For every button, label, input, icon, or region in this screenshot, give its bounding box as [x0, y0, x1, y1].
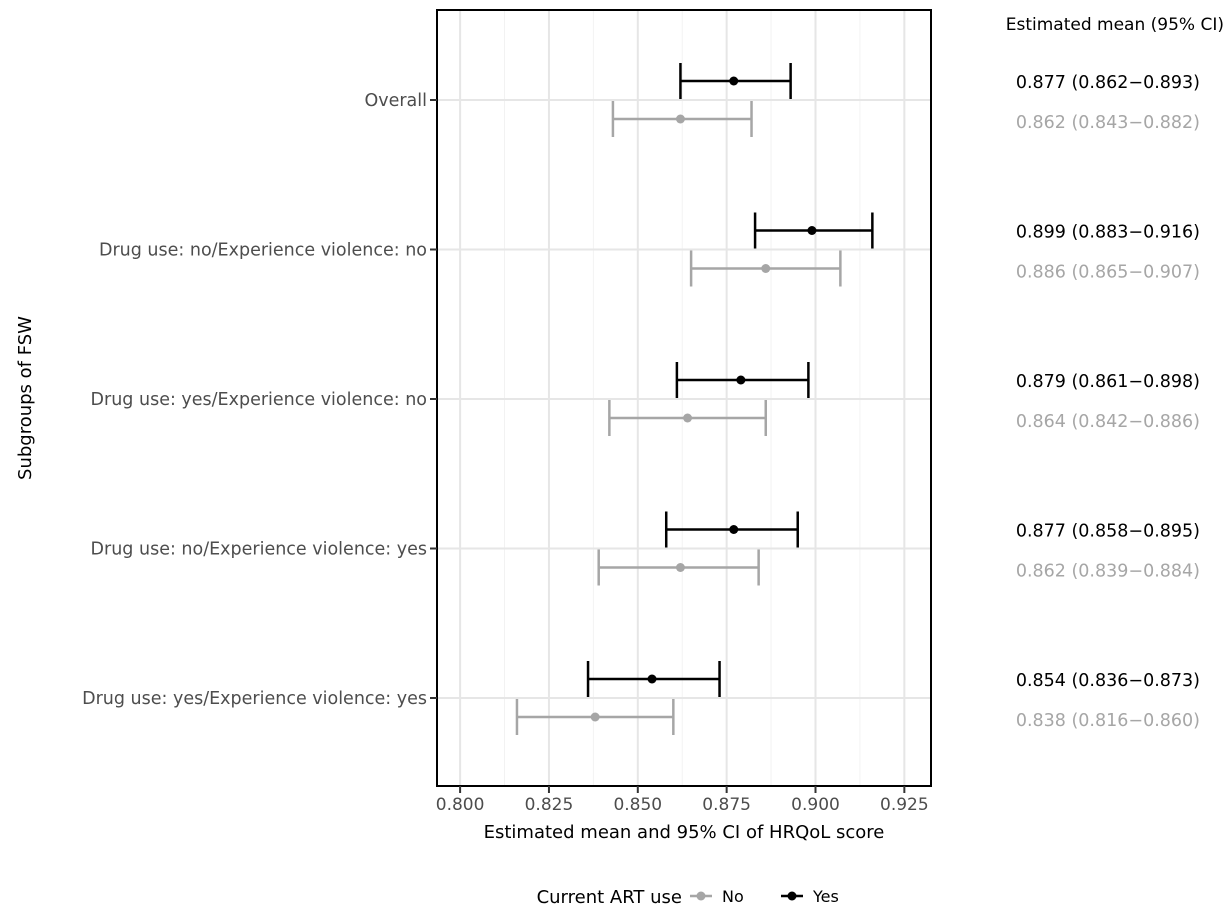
x-tick-label: 0.800 — [436, 795, 485, 815]
errorbar-no — [515, 699, 675, 735]
x-tick-label: 0.825 — [525, 795, 574, 815]
point-yes — [736, 375, 746, 385]
point-yes — [729, 525, 739, 534]
legend-title: Current ART use — [537, 887, 682, 907]
x-tick-label: 0.925 — [880, 795, 929, 815]
x-axis-title: Estimated mean and 95% CI of HRQoL score — [484, 822, 885, 843]
errorbar-yes — [675, 362, 810, 398]
point-no — [590, 712, 600, 722]
errorbar-yes — [586, 661, 721, 697]
legend-item-label: No — [722, 887, 744, 906]
y-axis: Overall Drug use: no/Experience violence:… — [82, 91, 437, 709]
y-tick-label: Drug use: no/Experience violence: yes — [91, 540, 427, 560]
errorbar-no — [611, 101, 753, 137]
x-tick-label: 0.875 — [702, 795, 751, 815]
series-marks — [515, 63, 874, 735]
legend: Current ART use No Yes — [537, 887, 839, 907]
side-table: 0.877 (0.862−0.893) 0.899 (0.883−0.916) 0.… — [1016, 73, 1200, 731]
point-no — [761, 264, 771, 273]
side-table-value-no: 0.864 (0.842−0.886) — [1016, 412, 1200, 432]
side-table-value-no: 0.862 (0.843−0.882) — [1016, 113, 1200, 133]
side-table-value-no: 0.862 (0.839−0.884) — [1016, 562, 1200, 582]
legend-item-no: No — [690, 887, 744, 906]
legend-items: No Yes — [690, 887, 839, 906]
point-yes — [647, 674, 657, 684]
point-yes — [729, 76, 739, 86]
errorbar-yes — [753, 212, 874, 249]
errorbar-no — [597, 549, 760, 586]
point-no — [683, 413, 693, 423]
side-table-value-yes: 0.877 (0.858−0.895) — [1016, 522, 1200, 542]
legend-item-label: Yes — [812, 887, 839, 906]
legend-item-yes: Yes — [781, 887, 839, 906]
side-table-value-yes: 0.879 (0.861−0.898) — [1016, 372, 1200, 392]
errorbar-yes — [679, 63, 792, 99]
point-no — [675, 114, 685, 124]
side-table-value-no: 0.886 (0.865−0.907) — [1016, 263, 1200, 283]
side-table-value-yes: 0.854 (0.836−0.873) — [1016, 671, 1200, 691]
point-no — [675, 563, 685, 572]
y-tick-label: Drug use: no/Experience violence: no — [99, 241, 427, 261]
side-table-value-yes: 0.877 (0.862−0.893) — [1016, 73, 1200, 93]
y-axis-title: Subgroups of FSW — [15, 316, 36, 480]
x-axis: 0.800 0.825 0.850 0.875 0.900 0.925 — [436, 786, 929, 815]
legend-key-point — [696, 891, 706, 901]
side-table-value-no: 0.838 (0.816−0.860) — [1016, 711, 1200, 731]
legend-key-point — [787, 891, 797, 901]
x-tick-label: 0.900 — [791, 795, 840, 815]
x-tick-label: 0.850 — [613, 795, 662, 815]
gridlines — [437, 10, 931, 786]
errorbar-no — [689, 250, 842, 287]
point-yes — [807, 226, 817, 235]
y-tick-label: Overall — [364, 91, 427, 111]
y-tick-label: Drug use: yes/Experience violence: no — [91, 390, 427, 410]
errorbar-no — [608, 400, 767, 436]
y-tick-label: Drug use: yes/Experience violence: yes — [82, 689, 427, 709]
side-table-value-yes: 0.899 (0.883−0.916) — [1016, 223, 1200, 243]
side-table-header: Estimated mean (95% CI) — [1006, 15, 1224, 35]
errorbar-yes — [664, 511, 799, 548]
